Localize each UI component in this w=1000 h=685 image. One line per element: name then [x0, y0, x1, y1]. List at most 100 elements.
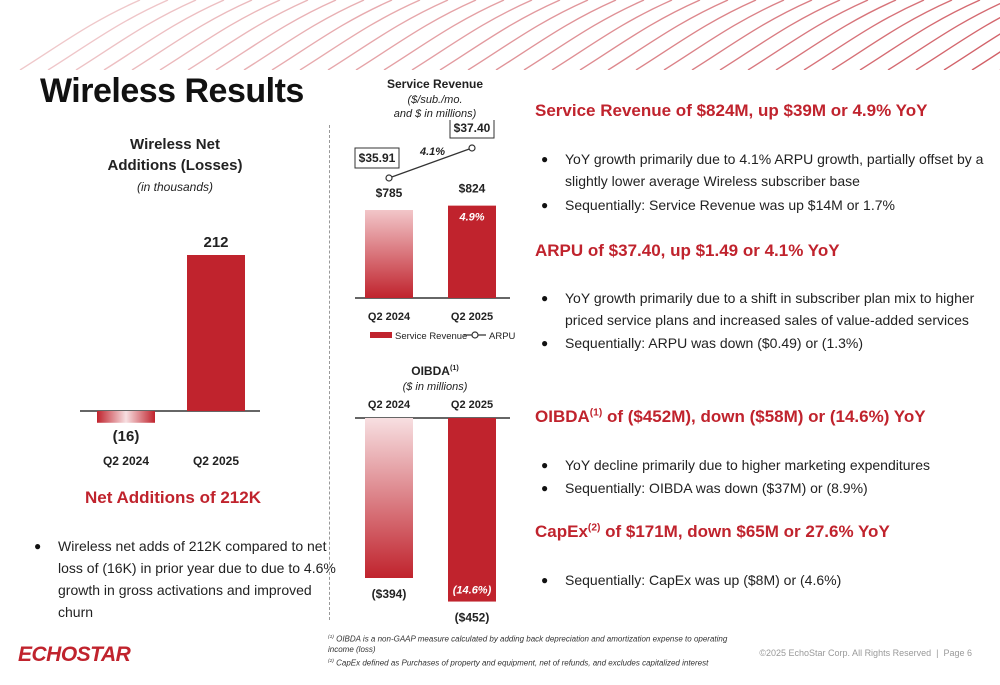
service-revenue-growth-label: 4.9% [458, 212, 484, 224]
arpu-point [468, 144, 476, 152]
decorative-line [803, 0, 925, 70]
oibda-heading-post: of ($452M), down ($58M) or (14.6%) YoY [602, 407, 926, 426]
copyright-text: ©2025 EchoStar Corp. All Rights Reserved [759, 648, 932, 658]
decorative-line [607, 0, 729, 70]
oibda-category-label: Q2 2024 [368, 399, 411, 411]
oibda-category-label: Q2 2025 [451, 399, 493, 411]
service-revenue-subtitle-line1: ($/sub./mo. [407, 94, 463, 106]
service-revenue-value-label: $824 [459, 182, 486, 196]
decorative-line [495, 0, 617, 70]
oibda-heading: OIBDA(1) of ($452M), down ($58M) or (14.… [535, 407, 926, 427]
decorative-line [859, 0, 981, 70]
oibda-growth-label: (14.6%) [453, 585, 492, 597]
net-adds-chart-title: Wireless Net Additions (Losses) [85, 134, 265, 176]
net-adds-value-label: 212 [203, 234, 228, 251]
net-adds-chart: (16) Q2 2024 212 Q2 2025 [80, 234, 260, 468]
net-adds-category-label: Q2 2024 [103, 454, 149, 468]
decorative-header-lines [19, 0, 1000, 70]
decorative-line [243, 0, 365, 70]
decorative-line [831, 0, 953, 70]
oibda-bullet-2: Sequentially: OIBDA was down ($37M) or (… [535, 477, 1000, 499]
capex-heading-pre: CapEx [535, 522, 588, 541]
vertical-divider [329, 125, 330, 620]
service-revenue-chart: $785 Q2 2024 $824 Q2 2025 4.9% $35.91 $37.40 4.… [354, 120, 516, 342]
legend-service-revenue-swatch [370, 332, 392, 338]
arpu-heading: ARPU of $37.40, up $1.49 or 4.1% YoY [535, 241, 840, 260]
oibda-bar-q2-2024 [365, 418, 413, 578]
net-adds-title-line1: Wireless Net [130, 136, 220, 153]
oibda-heading-pre: OIBDA [535, 407, 590, 426]
footnote-1-text: OIBDA is a non-GAAP measure calculated b… [328, 634, 728, 654]
decorative-line [971, 51, 1000, 70]
service-revenue-bullet-2: Sequentially: Service Revenue was up $14… [535, 194, 1000, 216]
service-revenue-heading: Service Revenue of $824M, up $39M or 4.9… [535, 101, 928, 120]
decorative-line [411, 0, 533, 70]
legend-arpu-marker [471, 331, 479, 339]
decorative-line [47, 0, 169, 70]
decorative-line [467, 0, 589, 70]
capex-heading-footnote-mark: (2) [587, 522, 601, 534]
arpu-bullet-2: Sequentially: ARPU was down ($0.49) or (… [535, 332, 1000, 354]
arpu-value-label: $37.40 [454, 121, 491, 135]
decorative-line [579, 0, 701, 70]
arpu-line [388, 147, 473, 179]
page-title: Wireless Results [40, 72, 304, 110]
echostar-logo: ECHOSTAR [18, 643, 131, 666]
net-adds-chart-subtitle: (in thousands) [136, 180, 214, 194]
service-revenue-value-label: $785 [376, 186, 403, 200]
oibda-value-label: ($394) [372, 587, 407, 601]
decorative-line [691, 0, 813, 70]
net-adds-bar-q2-2025 [187, 255, 245, 411]
legend-arpu-label: ARPU [489, 331, 516, 342]
service-revenue-chart-title: Service Revenue [386, 77, 484, 91]
decorative-line [439, 0, 561, 70]
oibda-chart-title: OIBDA(1) [370, 363, 500, 378]
decorative-line [719, 0, 841, 70]
service-revenue-category-label: Q2 2024 [368, 311, 411, 323]
net-adds-category-label: Q2 2025 [193, 454, 239, 468]
decorative-line [187, 0, 309, 70]
service-revenue-chart-subtitle: ($/sub./mo. and $ in millions) [370, 93, 500, 121]
decorative-line [663, 0, 785, 70]
oibda-chart-subtitle: ($ in millions) [402, 381, 468, 393]
decorative-line [19, 0, 141, 70]
decorative-line [887, 2, 1000, 70]
decorative-line [355, 0, 477, 70]
legend-service-revenue-label: Service Revenue [395, 331, 467, 342]
footnote-2-mark: (2) [328, 659, 334, 664]
footnote-1: (1) OIBDA is a non-GAAP measure calculat… [328, 633, 728, 655]
decorative-line [551, 0, 673, 70]
service-revenue-bar-q2-2025 [448, 205, 496, 298]
decorative-line [75, 0, 197, 70]
net-adds-bullet: Wireless net adds of 212K compared to ne… [28, 535, 348, 623]
arpu-value-box [354, 147, 400, 169]
decorative-line [383, 0, 505, 70]
decorative-line [215, 0, 337, 70]
oibda-chart: Q2 2024 ($394) Q2 2025 ($452) (14.6%) [355, 399, 510, 625]
footnote-1-mark: (1) [328, 635, 334, 640]
oibda-title-text: OIBDA [411, 364, 450, 378]
decorative-line [299, 0, 421, 70]
decorative-line [943, 33, 1000, 70]
decorative-line [775, 0, 897, 70]
oibda-bullet-1: YoY decline primarily due to higher mark… [535, 454, 1000, 476]
decorative-line [523, 0, 645, 70]
capex-heading-post: of $171M, down $65M or 27.6% YoY [600, 522, 890, 541]
decorative-line [327, 0, 449, 70]
net-adds-heading: Net Additions of 212K [85, 488, 261, 507]
oibda-value-label: ($452) [455, 611, 490, 625]
service-revenue-subtitle-line2: and $ in millions) [393, 108, 477, 120]
footnote-2-text: CapEx defined as Purchases of property a… [336, 658, 709, 668]
arpu-point [385, 174, 393, 182]
arpu-bullet-1: YoY growth primarily due to a shift in s… [535, 287, 1000, 331]
footnote-2: (2) CapEx defined as Purchases of proper… [328, 657, 748, 669]
decorative-line [635, 0, 757, 70]
decorative-line [915, 16, 1000, 70]
net-adds-value-label: (16) [113, 428, 140, 445]
footer-separator: | [936, 648, 939, 658]
capex-bullet-1: Sequentially: CapEx was up ($8M) or (4.6… [535, 569, 1000, 591]
capex-heading: CapEx(2) of $171M, down $65M or 27.6% Yo… [535, 522, 890, 542]
service-revenue-bar-q2-2024 [365, 210, 413, 298]
net-adds-title-line2: Additions (Losses) [107, 157, 243, 174]
page-number: Page 6 [943, 648, 972, 658]
